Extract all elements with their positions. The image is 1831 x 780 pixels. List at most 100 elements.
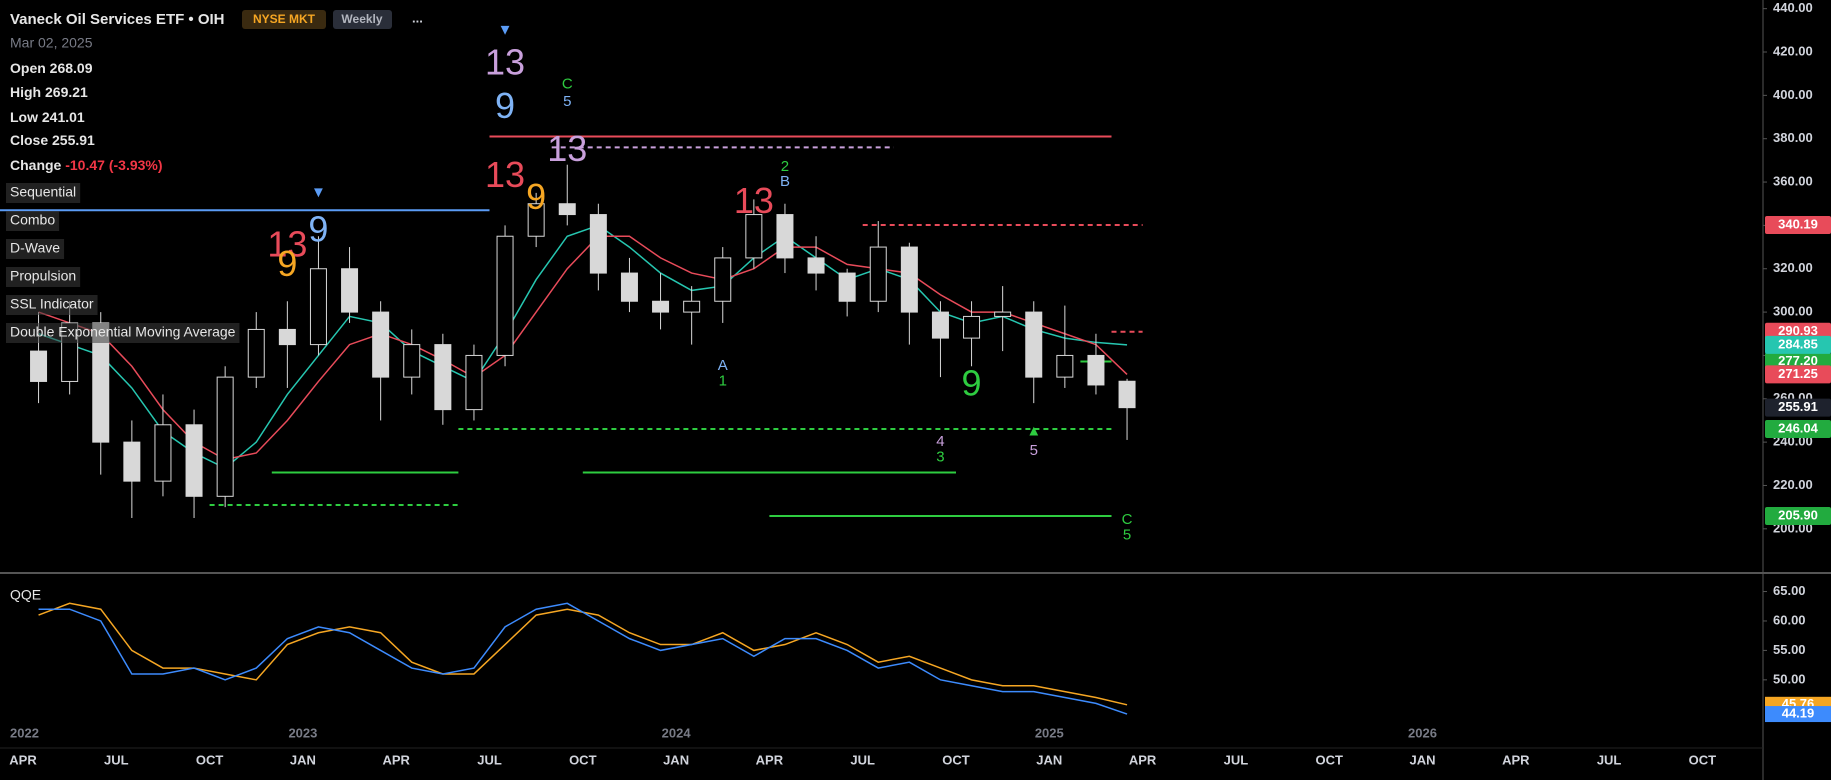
y-tick-label: 50.00 bbox=[1773, 671, 1806, 686]
candle-body bbox=[714, 257, 732, 302]
symbol-title: Vaneck Oil Services ETF • OIH bbox=[10, 11, 225, 28]
annotation: 2 bbox=[781, 158, 789, 175]
year-label: 2026 bbox=[1408, 725, 1437, 740]
candle-body bbox=[589, 214, 607, 274]
candle-body bbox=[869, 246, 887, 302]
value-tag bbox=[1765, 706, 1831, 723]
candle-body bbox=[776, 214, 794, 259]
annotation: 9 bbox=[526, 176, 546, 217]
annotation: B bbox=[780, 173, 790, 190]
candle-body bbox=[372, 311, 390, 378]
y-tick-label: 300.00 bbox=[1773, 304, 1813, 319]
value: 268.09 bbox=[50, 60, 93, 76]
axes: 200.00220.00240.00260.00280.00300.00320.… bbox=[9, 0, 1831, 767]
candle-body bbox=[247, 328, 265, 378]
x-tick-label: JUL bbox=[104, 752, 129, 767]
interval[interactable]: Weekly bbox=[341, 12, 382, 26]
price-tag bbox=[1765, 398, 1831, 417]
x-tick-label: APR bbox=[9, 752, 37, 767]
y-tick-label: 380.00 bbox=[1773, 130, 1813, 145]
label: Close bbox=[10, 132, 48, 148]
candle-body bbox=[154, 424, 172, 482]
annotation: 13 bbox=[485, 154, 525, 195]
price-tag-label: 205.90 bbox=[1778, 507, 1818, 522]
annotation: 5 bbox=[1030, 442, 1038, 459]
price-tag bbox=[1765, 335, 1831, 354]
menu[interactable]: ... bbox=[412, 10, 423, 25]
candle-body bbox=[1056, 354, 1074, 378]
year-label: 2023 bbox=[288, 725, 317, 740]
year-label: 2025 bbox=[1035, 725, 1064, 740]
indicator-label: D-Wave bbox=[10, 240, 60, 256]
x-tick-label: APR bbox=[382, 752, 410, 767]
price-tag-label: 290.93 bbox=[1778, 323, 1818, 338]
candle-body bbox=[309, 268, 327, 346]
candle-body bbox=[745, 214, 763, 259]
x-tick-label: JUL bbox=[1597, 752, 1622, 767]
annotation: 9 bbox=[308, 208, 328, 249]
candle-body bbox=[1118, 380, 1136, 409]
indicator-label: Propulsion bbox=[10, 268, 76, 284]
y-tick-label: 400.00 bbox=[1773, 87, 1813, 102]
candle-body bbox=[1087, 354, 1105, 386]
candle-body bbox=[403, 344, 421, 378]
annotation: A bbox=[718, 357, 728, 374]
annotation: C bbox=[562, 75, 573, 92]
label: High bbox=[10, 84, 41, 100]
annotation: 1 bbox=[719, 372, 727, 389]
indicator-bg bbox=[6, 183, 81, 203]
close: Close 255.91 bbox=[10, 132, 95, 148]
value: 255.91 bbox=[52, 132, 95, 148]
price-tag-label: 284.85 bbox=[1778, 336, 1818, 351]
indicator-bg bbox=[6, 267, 81, 287]
candle-body bbox=[185, 424, 203, 497]
x-tick-label: JAN bbox=[1409, 752, 1435, 767]
indicator-bg bbox=[6, 295, 98, 315]
y-tick-label: 440.00 bbox=[1773, 0, 1813, 15]
change: Change -10.47 (-3.93%) bbox=[10, 157, 163, 173]
legend: Vaneck Oil Services ETF • OIH NYSE MKT W… bbox=[6, 10, 423, 343]
label: Change bbox=[10, 157, 62, 173]
price-tag bbox=[1765, 215, 1831, 234]
indicator-bg bbox=[6, 239, 65, 259]
price-tag bbox=[1765, 507, 1831, 526]
y-tick-label: 320.00 bbox=[1773, 260, 1813, 275]
x-tick-label: JUL bbox=[1224, 752, 1249, 767]
candle-body bbox=[123, 441, 141, 482]
annotation: C bbox=[1122, 511, 1133, 528]
indicator-bg bbox=[6, 323, 240, 343]
x-tick-label: JAN bbox=[663, 752, 689, 767]
price-tag-label: 271.25 bbox=[1778, 366, 1818, 381]
date: Mar 02, 2025 bbox=[10, 35, 93, 51]
y-tick-label: 65.00 bbox=[1773, 583, 1806, 598]
x-tick-label: JUL bbox=[477, 752, 502, 767]
annotation: ▼ bbox=[498, 21, 513, 38]
candle-body bbox=[496, 235, 514, 356]
high: High 269.21 bbox=[10, 84, 88, 100]
annotation: ▲ bbox=[1026, 422, 1041, 439]
x-tick-label: OCT bbox=[196, 752, 224, 767]
y-tick-label: 55.00 bbox=[1773, 642, 1806, 657]
annotation: 13 bbox=[267, 224, 307, 265]
y-tick-label: 360.00 bbox=[1773, 173, 1813, 188]
price-tag-label: 246.04 bbox=[1778, 420, 1819, 435]
indicator-label: Sequential bbox=[10, 184, 76, 200]
value-tag-label: 44.19 bbox=[1782, 705, 1815, 720]
x-tick-label: APR bbox=[756, 752, 784, 767]
y-tick-label: 60.00 bbox=[1773, 612, 1806, 627]
candle-body bbox=[620, 272, 638, 302]
label: Low bbox=[10, 109, 38, 125]
year-label: 2022 bbox=[10, 725, 39, 740]
x-tick-label: OCT bbox=[1689, 752, 1717, 767]
pane-title: QQE bbox=[10, 587, 41, 603]
candle-body bbox=[92, 322, 110, 443]
annotation: 4 bbox=[936, 433, 944, 450]
value: 241.01 bbox=[42, 109, 85, 125]
x-tick-label: APR bbox=[1129, 752, 1157, 767]
annotation: 9 bbox=[962, 362, 982, 403]
x-tick-label: JAN bbox=[1036, 752, 1062, 767]
qqe-line bbox=[38, 602, 1128, 715]
interval-badge[interactable] bbox=[333, 10, 392, 29]
